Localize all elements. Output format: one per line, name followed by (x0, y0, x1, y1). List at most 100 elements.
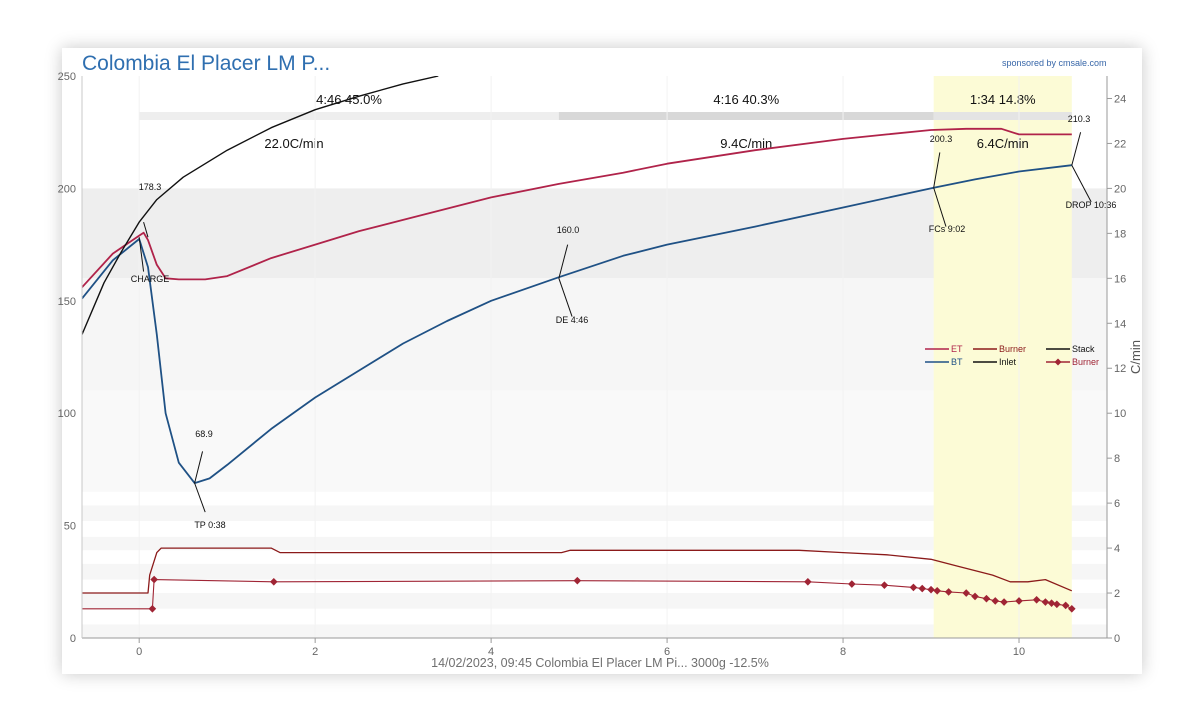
phase-ror-label: 9.4C/min (720, 136, 772, 151)
y-right-tick-label: 24 (1114, 93, 1126, 105)
event-value-label: 210.3 (1068, 114, 1091, 124)
phase-label: 4:16 40.3% (713, 92, 779, 107)
x-tick-label: 0 (136, 646, 142, 658)
x-tick-label: 10 (1013, 646, 1025, 658)
background-band (82, 550, 1107, 564)
x-tick-label: 8 (840, 646, 846, 658)
burner-marker (962, 589, 971, 597)
burner-marker (1053, 600, 1061, 609)
event-name-label: TP 0:38 (194, 520, 225, 530)
axes: 0 2 4 6 8 10050100150200250024681012141618202… (58, 71, 1143, 658)
burner-marker (944, 588, 953, 596)
burner-marker (270, 578, 278, 586)
x-tick-label: 6 (664, 646, 670, 658)
y-right-tick-label: 8 (1114, 453, 1120, 465)
background-band (82, 505, 1107, 522)
legend-label: Stack (1072, 344, 1095, 354)
series-burner (82, 547, 1073, 594)
burner-marker (848, 580, 856, 588)
x-tick-label: 4 (488, 646, 494, 658)
legend-label: Burner (999, 344, 1026, 354)
phase-ror-label: 22.0C/min (264, 136, 323, 151)
event-name-label: DE 4:46 (556, 315, 589, 325)
y-right-tick-label: 20 (1114, 183, 1126, 195)
y-right-tick-label: 10 (1114, 408, 1126, 420)
burner-marker (148, 604, 157, 613)
burner-marker (1015, 597, 1023, 605)
burner-marker (909, 583, 918, 592)
background-band (82, 491, 1107, 506)
burner-marker (1000, 598, 1008, 606)
event-name-label: CHARGE (131, 274, 170, 284)
development-phase-highlight (933, 76, 1072, 638)
event-value-label: 160.0 (557, 225, 580, 235)
event-leader-line (194, 451, 204, 484)
background-band (82, 593, 1107, 609)
event-leader-line (558, 278, 573, 317)
event-name-label: DROP 10:36 (1066, 200, 1117, 210)
event-value-label: 178.3 (139, 182, 162, 192)
y-right-axis-label: C/min (1128, 340, 1143, 374)
x-tick-label: 2 (312, 646, 318, 658)
legend-label: ET (951, 344, 963, 354)
event-leader-line (194, 482, 206, 513)
series-lines (82, 76, 1076, 613)
phase-bar (139, 112, 559, 120)
page-title: Colombia El Placer LM P... (82, 52, 331, 75)
y-right-tick-label: 14 (1114, 318, 1126, 330)
burner-marker (918, 584, 927, 593)
phase-bar (933, 112, 1072, 120)
background-band (82, 624, 1107, 638)
burner-marker (982, 594, 991, 603)
y-right-tick-label: 2 (1114, 588, 1120, 600)
phase-bar (558, 112, 934, 120)
burner-marker (991, 597, 1000, 605)
event-annotations: 178.3 CHARGE 68.9 TP 0:38 160.0 DE 4:46 200.3 F… (131, 114, 1117, 530)
phase-ror-label: 6.4C/min (977, 136, 1029, 151)
background-band (82, 521, 1107, 537)
series-inlet (82, 76, 439, 335)
y-right-tick-label: 0 (1114, 633, 1120, 645)
y-left-tick-label: 100 (58, 408, 76, 420)
legend-label: Inlet (999, 357, 1017, 367)
y-right-tick-label: 18 (1114, 228, 1126, 240)
grid (138, 76, 1020, 638)
event-leader-line (933, 187, 947, 227)
legend-label: Burner (1072, 357, 1099, 367)
y-left-tick-label: 150 (58, 296, 76, 308)
background-band (82, 608, 1107, 625)
y-left-tick-label: 0 (70, 633, 76, 645)
burner-marker (1061, 601, 1070, 610)
event-leader-line (1071, 132, 1082, 166)
y-right-tick-label: 22 (1114, 138, 1126, 150)
phase-label: 1:34 14.8% (970, 92, 1036, 107)
burner-marker (804, 578, 812, 586)
burner-marker (880, 581, 889, 589)
burner-marker (1032, 595, 1041, 604)
y-left-tick-label: 200 (58, 183, 76, 195)
event-value-label: 200.3 (930, 134, 953, 144)
y-right-tick-label: 4 (1114, 543, 1120, 555)
burner-marker (1047, 599, 1056, 607)
burner-marker (927, 585, 935, 594)
burner-marker (573, 576, 582, 585)
burner-marker (150, 575, 158, 584)
background-band (82, 536, 1107, 551)
event-value-label: 68.9 (195, 429, 213, 439)
y-right-tick-label: 12 (1114, 363, 1126, 375)
sponsor-link[interactable]: sponsored by cmsale.com (1002, 58, 1107, 68)
event-leader-line (933, 152, 941, 188)
event-leader-line (138, 237, 145, 272)
burner-marker (971, 592, 979, 601)
event-leader-line (1071, 165, 1092, 203)
background-band (82, 563, 1107, 580)
legend: ET Burner Stack BT Inlet Burner (925, 344, 1099, 367)
y-left-tick-label: 250 (58, 71, 76, 83)
burner-marker (1068, 604, 1076, 613)
series-et (82, 127, 1072, 288)
burner-marker (1041, 598, 1050, 606)
burner-marker (933, 586, 941, 595)
y-right-tick-label: 16 (1114, 273, 1126, 285)
